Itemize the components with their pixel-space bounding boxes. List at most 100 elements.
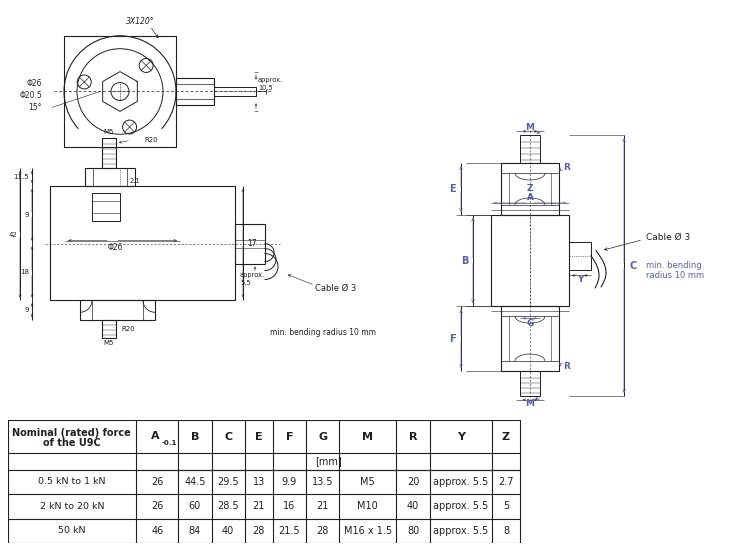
Text: 21: 21	[316, 501, 328, 512]
Text: 40: 40	[407, 501, 419, 512]
Text: 15°: 15°	[29, 103, 42, 112]
Text: C: C	[224, 432, 233, 442]
Text: [mm]: [mm]	[315, 456, 341, 466]
Bar	[102, 320, 116, 338]
Text: E: E	[449, 184, 456, 194]
Text: 20: 20	[407, 477, 419, 487]
Text: 5: 5	[503, 501, 509, 512]
Bar	[501, 163, 559, 215]
Bar	[176, 78, 214, 105]
Text: Y: Y	[577, 275, 583, 284]
Text: 9.9: 9.9	[282, 477, 297, 487]
Text: F: F	[449, 334, 456, 344]
Text: A: A	[526, 193, 534, 203]
Text: 2.1: 2.1	[130, 178, 140, 184]
Text: Cable Ø 3: Cable Ø 3	[646, 233, 690, 242]
Bar	[501, 306, 559, 371]
Text: R: R	[563, 363, 570, 371]
Text: 28: 28	[253, 526, 265, 536]
Text: 29.5: 29.5	[217, 477, 239, 487]
Text: 0.5 kN to 1 kN: 0.5 kN to 1 kN	[38, 477, 106, 486]
Text: 40: 40	[222, 526, 234, 536]
Text: Nominal (rated) force: Nominal (rated) force	[13, 428, 131, 438]
Text: 13: 13	[253, 477, 265, 487]
Text: M: M	[362, 432, 373, 442]
Text: 26: 26	[151, 501, 164, 512]
Text: M: M	[525, 399, 535, 408]
Text: 9: 9	[24, 307, 29, 313]
Bar	[64, 36, 176, 147]
Text: approx.: approx.	[240, 272, 265, 278]
Text: 2.7: 2.7	[498, 477, 513, 487]
Text: Φ20.5: Φ20.5	[19, 91, 42, 100]
Text: M5: M5	[360, 477, 375, 487]
Text: R20: R20	[121, 326, 134, 332]
Text: A: A	[151, 431, 159, 441]
Text: R: R	[408, 432, 418, 442]
Text: -0.1: -0.1	[162, 440, 177, 446]
Text: of the U9C: of the U9C	[43, 438, 100, 448]
Text: 3X120°: 3X120°	[125, 17, 154, 26]
Text: 26: 26	[151, 477, 164, 487]
Text: approx.: approx.	[258, 76, 283, 82]
Text: 46: 46	[151, 526, 163, 536]
Text: 18: 18	[20, 270, 29, 276]
Text: E: E	[255, 432, 263, 442]
Text: min. bending radius 10 mm: min. bending radius 10 mm	[270, 328, 376, 337]
Text: 11.5: 11.5	[14, 174, 29, 180]
Text: 50 kN: 50 kN	[58, 526, 85, 536]
Text: radius 10 mm: radius 10 mm	[646, 271, 704, 280]
Bar	[85, 168, 135, 186]
Text: Z: Z	[527, 185, 533, 193]
Text: G: G	[526, 319, 534, 328]
Text: R: R	[563, 163, 570, 171]
Text: 44.5: 44.5	[184, 477, 205, 487]
Text: Cable Ø 3: Cable Ø 3	[315, 284, 356, 293]
Text: 84: 84	[189, 526, 201, 536]
Text: 2 kN to 20 kN: 2 kN to 20 kN	[39, 502, 104, 511]
Text: 21.5: 21.5	[279, 526, 300, 536]
Text: M: M	[525, 123, 535, 132]
Bar	[50, 186, 235, 300]
Bar	[520, 371, 540, 396]
Text: 28: 28	[316, 526, 328, 536]
Text: M10: M10	[357, 501, 378, 512]
Text: min. bending: min. bending	[646, 261, 701, 270]
Text: approx. 5.5: approx. 5.5	[433, 526, 488, 536]
Text: 80: 80	[407, 526, 419, 536]
Text: 60: 60	[189, 501, 201, 512]
Text: M5: M5	[104, 340, 114, 346]
Bar	[92, 193, 120, 221]
Text: 10.5: 10.5	[258, 85, 273, 91]
Text: Y: Y	[457, 432, 465, 442]
Text: B: B	[461, 256, 468, 265]
Bar	[214, 86, 256, 97]
Text: 13.5: 13.5	[312, 477, 334, 487]
Text: 16: 16	[283, 501, 295, 512]
Bar	[491, 215, 569, 306]
Text: Z: Z	[502, 432, 510, 442]
Text: M5: M5	[104, 129, 114, 135]
Text: R20: R20	[144, 137, 158, 143]
Text: 9: 9	[24, 212, 29, 218]
Text: Φ26: Φ26	[107, 243, 123, 252]
Text: 8: 8	[503, 526, 509, 536]
Text: approx. 5.5: approx. 5.5	[433, 477, 488, 487]
Text: 21: 21	[253, 501, 265, 512]
Text: M16 x 1.5: M16 x 1.5	[344, 526, 392, 536]
Bar	[8, 420, 520, 543]
Text: approx. 5.5: approx. 5.5	[433, 501, 488, 512]
Bar	[102, 138, 116, 168]
Text: Φ26: Φ26	[26, 79, 42, 88]
Text: C: C	[629, 260, 636, 270]
Bar	[569, 242, 591, 270]
Text: F: F	[285, 432, 293, 442]
Bar	[520, 135, 540, 163]
Text: G: G	[318, 432, 327, 442]
Text: B: B	[191, 432, 199, 442]
Text: 5.5: 5.5	[240, 281, 251, 287]
Text: 28.5: 28.5	[217, 501, 239, 512]
Bar	[80, 300, 155, 320]
Text: 42: 42	[8, 232, 17, 238]
Text: 17: 17	[247, 239, 257, 248]
